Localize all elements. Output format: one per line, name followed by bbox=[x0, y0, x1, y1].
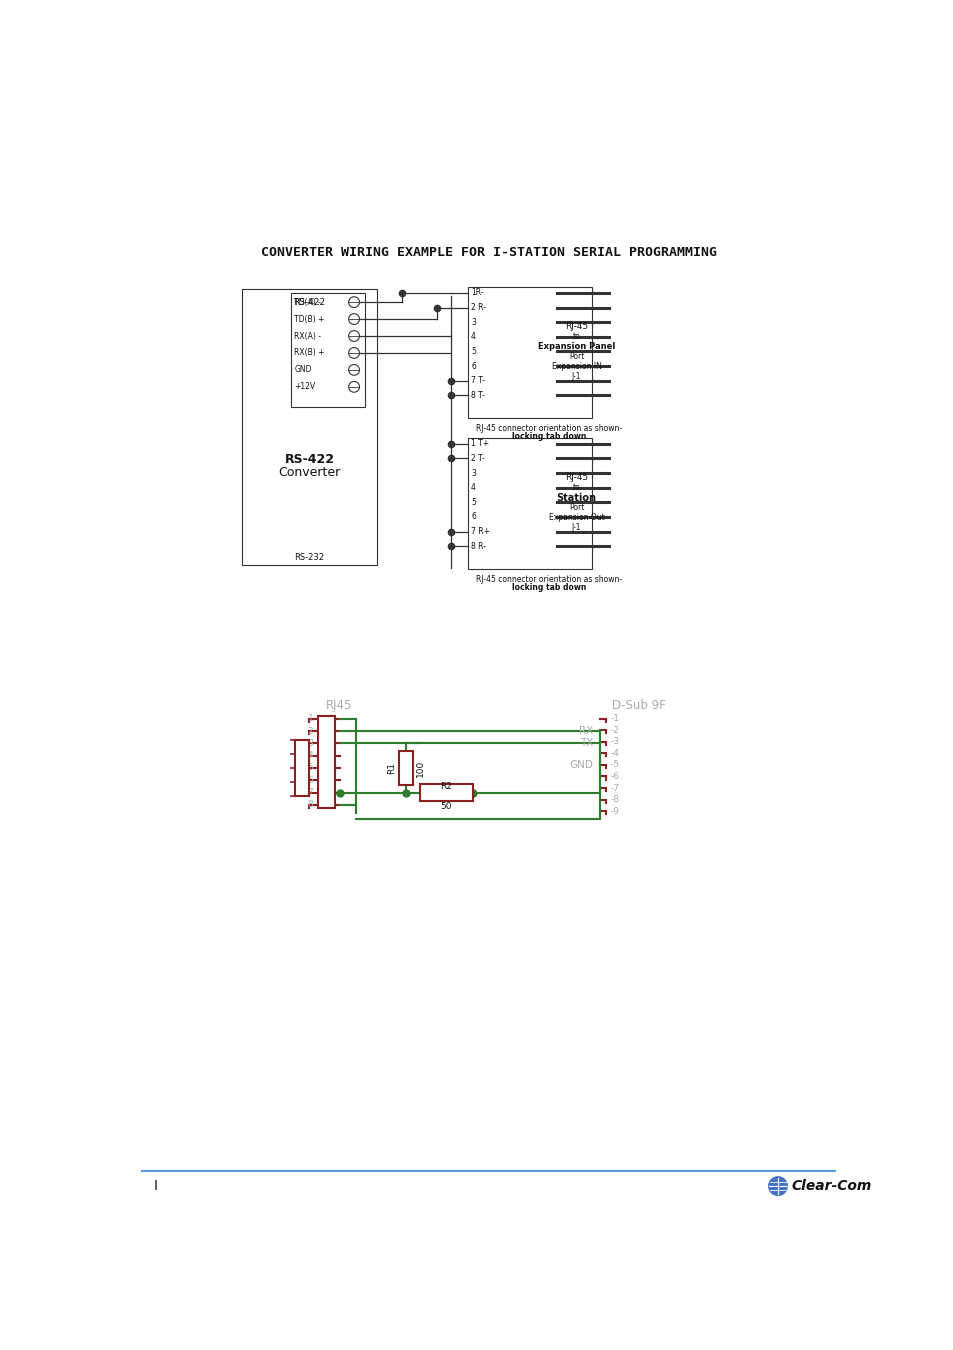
Text: RS-422: RS-422 bbox=[284, 454, 335, 467]
Text: Port: Port bbox=[568, 504, 583, 512]
Text: 5: 5 bbox=[471, 347, 476, 356]
Text: 2 R-: 2 R- bbox=[471, 302, 486, 312]
Text: 6: 6 bbox=[471, 513, 476, 521]
Text: -4: -4 bbox=[610, 749, 618, 757]
Text: 2: 2 bbox=[307, 726, 313, 736]
Circle shape bbox=[348, 382, 359, 393]
Bar bbox=[398, 751, 413, 784]
Bar bbox=[419, 784, 472, 801]
Text: 5: 5 bbox=[307, 764, 313, 772]
Text: 50: 50 bbox=[440, 802, 452, 811]
Text: 7 R+: 7 R+ bbox=[471, 526, 490, 536]
Text: -2: -2 bbox=[610, 726, 618, 734]
Text: RJ-45 connector orientation as shown-: RJ-45 connector orientation as shown- bbox=[476, 424, 621, 433]
Text: J-1: J-1 bbox=[571, 373, 580, 381]
Text: D-Sub 9F: D-Sub 9F bbox=[611, 699, 664, 711]
Text: 7 T-: 7 T- bbox=[471, 377, 484, 385]
Text: -9: -9 bbox=[610, 806, 618, 815]
Text: 8 R-: 8 R- bbox=[471, 541, 486, 551]
Text: RX(A) -: RX(A) - bbox=[294, 332, 321, 340]
Text: 100: 100 bbox=[416, 759, 425, 776]
Text: -7: -7 bbox=[610, 783, 618, 792]
Text: RX(B) +: RX(B) + bbox=[294, 348, 325, 358]
Text: RS-232: RS-232 bbox=[294, 552, 324, 562]
Text: TX: TX bbox=[579, 738, 593, 748]
Text: Expansion IN: Expansion IN bbox=[551, 362, 600, 371]
Text: Clear-Com: Clear-Com bbox=[791, 1179, 871, 1193]
Text: -3: -3 bbox=[610, 737, 618, 747]
Text: 1R-: 1R- bbox=[471, 289, 483, 297]
Text: 1: 1 bbox=[307, 714, 313, 724]
Circle shape bbox=[348, 297, 359, 308]
Text: TD(A) -: TD(A) - bbox=[294, 297, 321, 306]
Text: CONVERTER WIRING EXAMPLE FOR I-STATION SERIAL PROGRAMMING: CONVERTER WIRING EXAMPLE FOR I-STATION S… bbox=[261, 246, 716, 259]
Bar bbox=[241, 289, 377, 564]
Text: 7: 7 bbox=[307, 788, 313, 796]
Text: Expansion Out: Expansion Out bbox=[548, 513, 604, 522]
Text: 2 T-: 2 T- bbox=[471, 454, 484, 463]
Text: locking tab down: locking tab down bbox=[512, 432, 586, 441]
Text: to: to bbox=[572, 332, 579, 342]
Text: locking tab down: locking tab down bbox=[512, 583, 586, 593]
Text: Port: Port bbox=[568, 352, 583, 362]
Bar bbox=[468, 437, 592, 568]
Text: +12V: +12V bbox=[294, 382, 315, 391]
Text: Converter: Converter bbox=[278, 466, 340, 479]
Text: 4: 4 bbox=[307, 751, 313, 760]
Text: 3: 3 bbox=[471, 468, 476, 478]
Text: GND: GND bbox=[294, 366, 312, 374]
Circle shape bbox=[768, 1177, 786, 1195]
Text: 4: 4 bbox=[471, 483, 476, 493]
Text: 3: 3 bbox=[307, 738, 313, 748]
Text: R1: R1 bbox=[387, 761, 395, 774]
Text: GND: GND bbox=[569, 760, 593, 770]
Text: -6: -6 bbox=[610, 772, 618, 780]
Text: TD(B) +: TD(B) + bbox=[294, 315, 324, 324]
Bar bbox=[291, 293, 365, 406]
Text: RJ45: RJ45 bbox=[325, 699, 352, 711]
Bar bbox=[318, 716, 335, 809]
Text: -5: -5 bbox=[610, 760, 618, 770]
Text: I: I bbox=[153, 1179, 157, 1193]
Text: RS-422: RS-422 bbox=[294, 298, 325, 308]
Bar bbox=[468, 286, 592, 417]
Circle shape bbox=[348, 331, 359, 342]
Text: -8: -8 bbox=[610, 795, 618, 805]
Text: to: to bbox=[572, 483, 579, 493]
Text: RX: RX bbox=[578, 726, 593, 736]
Text: RJ-45 connector orientation as shown-: RJ-45 connector orientation as shown- bbox=[476, 575, 621, 583]
Text: Expansion Panel: Expansion Panel bbox=[537, 343, 615, 351]
Text: R2: R2 bbox=[440, 782, 452, 791]
Text: 6: 6 bbox=[471, 362, 476, 370]
Text: Station: Station bbox=[556, 493, 596, 502]
Text: 3: 3 bbox=[471, 317, 476, 327]
Circle shape bbox=[348, 313, 359, 324]
Text: -1: -1 bbox=[610, 714, 618, 724]
Text: J-1: J-1 bbox=[571, 524, 580, 532]
Bar bbox=[294, 740, 309, 795]
Text: RJ-45: RJ-45 bbox=[564, 474, 587, 482]
Circle shape bbox=[348, 347, 359, 358]
Circle shape bbox=[348, 364, 359, 375]
Text: 4: 4 bbox=[471, 332, 476, 342]
Text: 6: 6 bbox=[307, 776, 313, 784]
Text: 1 T+: 1 T+ bbox=[471, 439, 489, 448]
Text: RJ-45: RJ-45 bbox=[564, 323, 587, 331]
Text: 5: 5 bbox=[471, 498, 476, 506]
Text: 8 T-: 8 T- bbox=[471, 390, 484, 400]
Text: 8: 8 bbox=[307, 801, 313, 810]
